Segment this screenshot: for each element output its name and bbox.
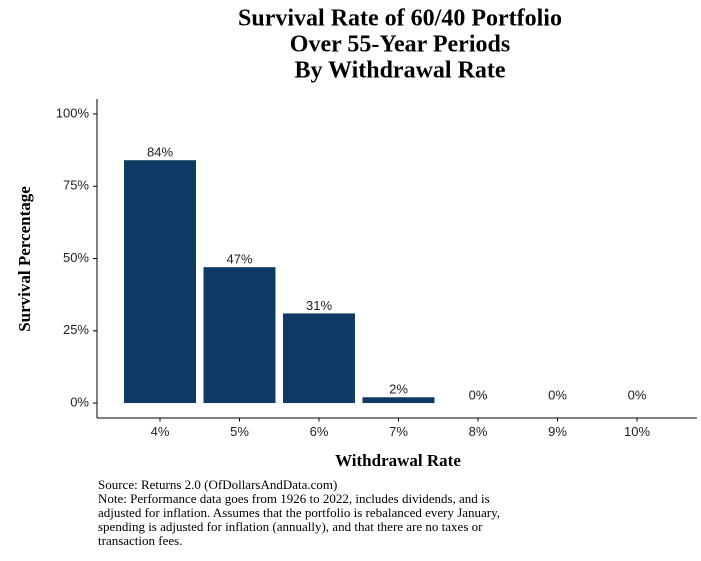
- data-label: 0%: [548, 387, 567, 402]
- note-line: spending is adjusted for inflation (annu…: [98, 519, 483, 534]
- note-line: transaction fees.: [98, 533, 182, 548]
- bar: [124, 160, 196, 404]
- x-axis-title: Withdrawal Rate: [335, 451, 461, 470]
- bar: [283, 313, 355, 404]
- y-tick-label: 50%: [63, 250, 89, 265]
- chart-title: Over 55-Year Periods: [290, 32, 510, 58]
- x-tick-label: 5%: [230, 424, 249, 439]
- x-tick-label: 7%: [389, 424, 408, 439]
- source: Source: Returns 2.0 (OfDollarsAndData.co…: [98, 477, 337, 492]
- chart-title: By Withdrawal Rate: [294, 58, 505, 84]
- data-label: 0%: [628, 387, 647, 402]
- note-line: Note: Performance data goes from 1926 to…: [98, 491, 490, 506]
- data-label: 31%: [306, 298, 332, 313]
- x-tick-label: 8%: [469, 424, 488, 439]
- y-tick-label: 100%: [56, 105, 90, 120]
- data-label: 84%: [147, 145, 173, 160]
- y-tick-label: 0%: [70, 394, 89, 409]
- x-tick-label: 9%: [548, 424, 567, 439]
- bar: [203, 267, 276, 404]
- x-tick-label: 10%: [624, 424, 650, 439]
- x-tick-label: 4%: [151, 424, 170, 439]
- note-line: adjusted for inflation. Assumes that the…: [98, 505, 500, 520]
- y-axis-title: Survival Percentage: [15, 186, 34, 332]
- x-tick-label: 6%: [310, 424, 329, 439]
- data-label: 47%: [226, 252, 252, 267]
- y-tick-label: 25%: [63, 322, 89, 337]
- y-tick-label: 75%: [63, 178, 89, 193]
- data-label: 0%: [469, 387, 488, 402]
- data-label: 2%: [389, 382, 408, 397]
- bar: [362, 397, 435, 404]
- chart-title: Survival Rate of 60/40 Portfolio: [238, 6, 562, 32]
